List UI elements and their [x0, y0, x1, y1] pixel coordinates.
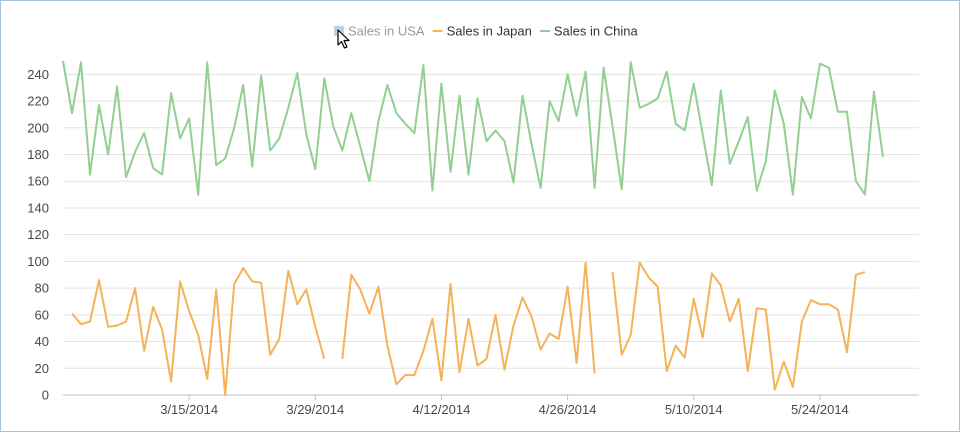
- axes: 0 20 40 60 80 100 120 140 160 180 200 220 240 3/15/20…: [27, 67, 849, 417]
- series-lines: [62, 60, 884, 396]
- series-line-sales-in-japan: [71, 261, 866, 396]
- y-tick-label: 0: [42, 388, 49, 403]
- y-tick-label: 160: [27, 174, 49, 189]
- y-tick-label: 120: [27, 227, 49, 242]
- y-tick-label: 40: [35, 334, 49, 349]
- legend[interactable]: Sales in USA Sales in Japan Sales in China: [334, 24, 638, 39]
- legend-label: Sales in USA: [348, 24, 425, 39]
- y-tick-label: 80: [35, 281, 49, 296]
- x-tick-label: 3/29/2014: [286, 402, 344, 417]
- y-tick-label: 140: [27, 200, 49, 215]
- x-tick-label: 5/24/2014: [791, 402, 849, 417]
- y-tick-label: 60: [35, 307, 49, 322]
- y-tick-label: 200: [27, 120, 49, 135]
- x-tick-label: 3/15/2014: [160, 402, 218, 417]
- y-tick-label: 180: [27, 147, 49, 162]
- x-tick-label: 5/10/2014: [665, 402, 723, 417]
- x-tick-label: 4/12/2014: [413, 402, 471, 417]
- legend-item-sales-in-japan[interactable]: Sales in Japan: [432, 24, 532, 39]
- y-tick-label: 100: [27, 254, 49, 269]
- y-tick-label: 240: [27, 67, 49, 82]
- series-line-sales-in-china: [62, 60, 884, 196]
- gridlines: [63, 73, 919, 396]
- y-tick-label: 20: [35, 361, 49, 376]
- legend-item-sales-in-china[interactable]: Sales in China: [539, 24, 639, 39]
- y-tick-label: 220: [27, 94, 49, 109]
- mouse-cursor-icon: [337, 29, 350, 49]
- legend-label: Sales in Japan: [447, 24, 532, 39]
- x-tick-label: 4/26/2014: [539, 402, 597, 417]
- legend-label: Sales in China: [554, 24, 639, 39]
